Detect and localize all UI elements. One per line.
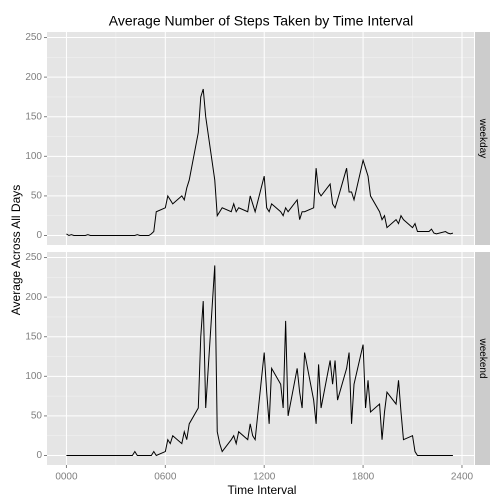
panel-background — [47, 252, 474, 465]
facet-label: weekend — [477, 337, 488, 378]
x-axis-label: Time Interval — [228, 483, 297, 497]
facet-label: weekday — [477, 118, 488, 158]
y-tick-label: 0 — [36, 450, 42, 461]
facet-strip — [475, 252, 490, 465]
line — [66, 88, 454, 237]
y-tick-label: 100 — [25, 151, 42, 162]
y-tick-label: 150 — [25, 111, 42, 122]
y-tick-label: 0 — [36, 230, 42, 241]
y-tick-label: 50 — [31, 191, 43, 202]
y-axis-label: Average Across All Days — [9, 185, 23, 316]
panel-background — [47, 32, 474, 245]
chart-title: Average Number of Steps Taken by Time In… — [109, 13, 414, 29]
y-tick-label: 200 — [25, 72, 42, 83]
y-tick-label: 200 — [25, 292, 42, 303]
x-tick-label: 1800 — [352, 472, 375, 483]
y-tick-label: 150 — [25, 331, 42, 342]
facet-strip — [475, 32, 490, 245]
y-tick-label: 250 — [25, 252, 42, 263]
y-tick-label: 100 — [25, 371, 42, 382]
x-tick-label: 1200 — [253, 472, 276, 483]
x-tick-label: 0600 — [154, 472, 177, 483]
y-tick-label: 50 — [31, 411, 43, 422]
y-tick-label: 250 — [25, 32, 42, 43]
line — [66, 265, 453, 457]
x-tick-label: 2400 — [451, 472, 474, 483]
x-tick-label: 0000 — [55, 472, 78, 483]
